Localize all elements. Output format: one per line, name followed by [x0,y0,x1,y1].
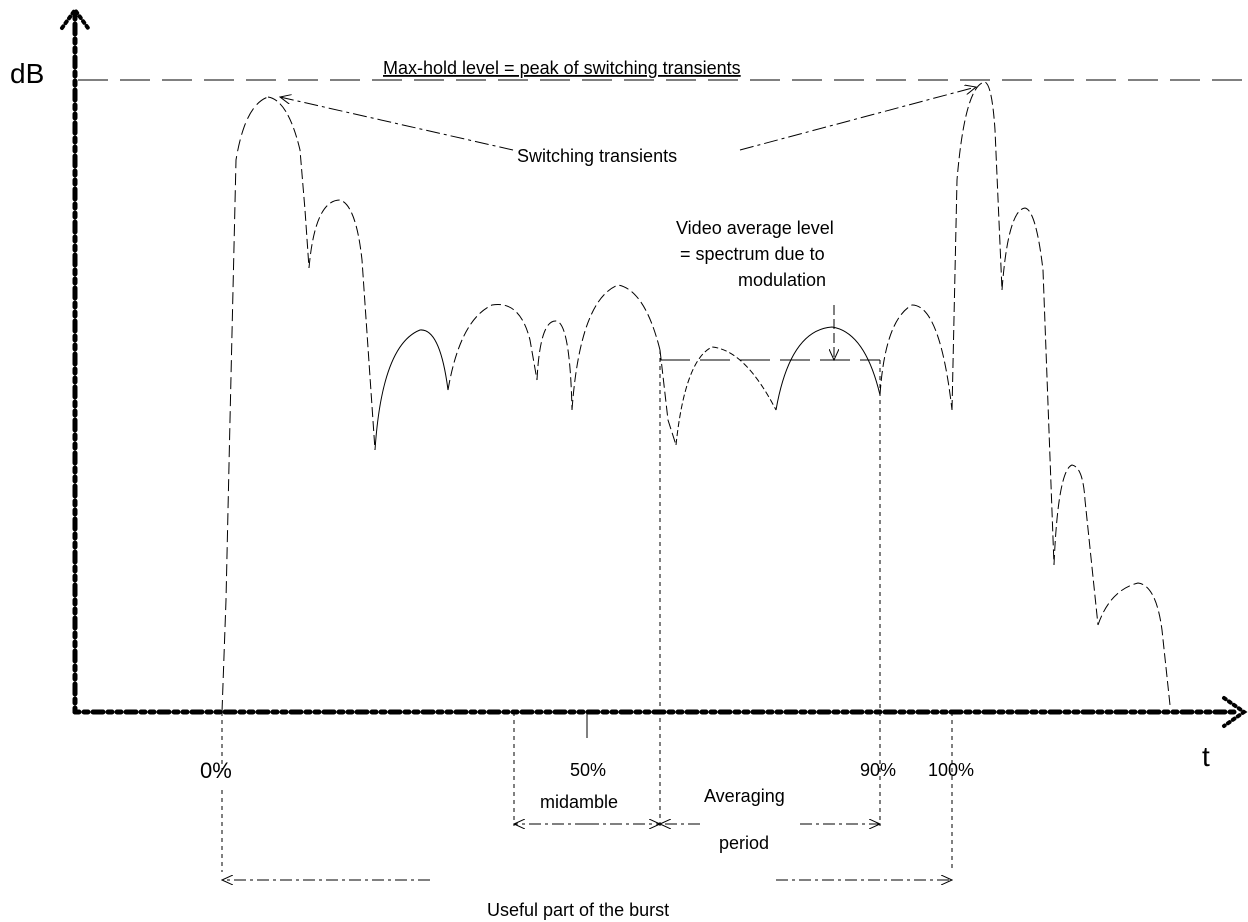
curve-lobe-8 [675,346,777,446]
curve-fall-1 [1001,207,1055,566]
x-axis-arrowhead [1222,696,1248,728]
curve-fall-2 [1053,464,1099,626]
curve-peak-1 [267,96,310,269]
curve-lobe-9 [775,326,881,411]
curve-fall-3 [1097,582,1171,706]
vertical-markers [221,350,953,872]
curve-peak-2 [951,81,1003,411]
tick-90pct: 90% [860,760,896,780]
useful-burst-label: Useful part of the burst [487,900,669,920]
curve-rise [221,96,269,713]
tick-0pct: 0% [200,758,232,783]
curve-lobe-10 [879,304,953,411]
averaging-label-1: Averaging [704,786,785,806]
burst-curve [221,81,1171,713]
switching-arrow-right [739,87,976,151]
max-hold-label: Max-hold level = peak of switching trans… [383,58,741,78]
switching-arrow-left [280,97,514,151]
curve-lobe-4 [447,303,538,391]
y-axis-arrowhead [60,6,90,30]
y-axis-label: dB [10,58,44,89]
curve-lobe-7 [659,349,677,446]
video-average-label-2: = spectrum due to [680,244,825,264]
video-average-label-1: Video average level [676,218,834,238]
curve-lobe-2 [308,199,376,451]
curve-lobe-6 [571,284,661,411]
tick-100pct: 100% [928,760,974,780]
curve-lobe-5 [536,320,573,411]
x-axis-label: t [1202,741,1210,772]
switching-transients-label: Switching transients [517,146,677,166]
midamble-label: midamble [540,792,618,812]
video-average-label-3: modulation [738,270,826,290]
curve-lobe-3 [374,329,449,451]
averaging-label-2: period [719,833,769,853]
tick-50pct: 50% [570,760,606,780]
